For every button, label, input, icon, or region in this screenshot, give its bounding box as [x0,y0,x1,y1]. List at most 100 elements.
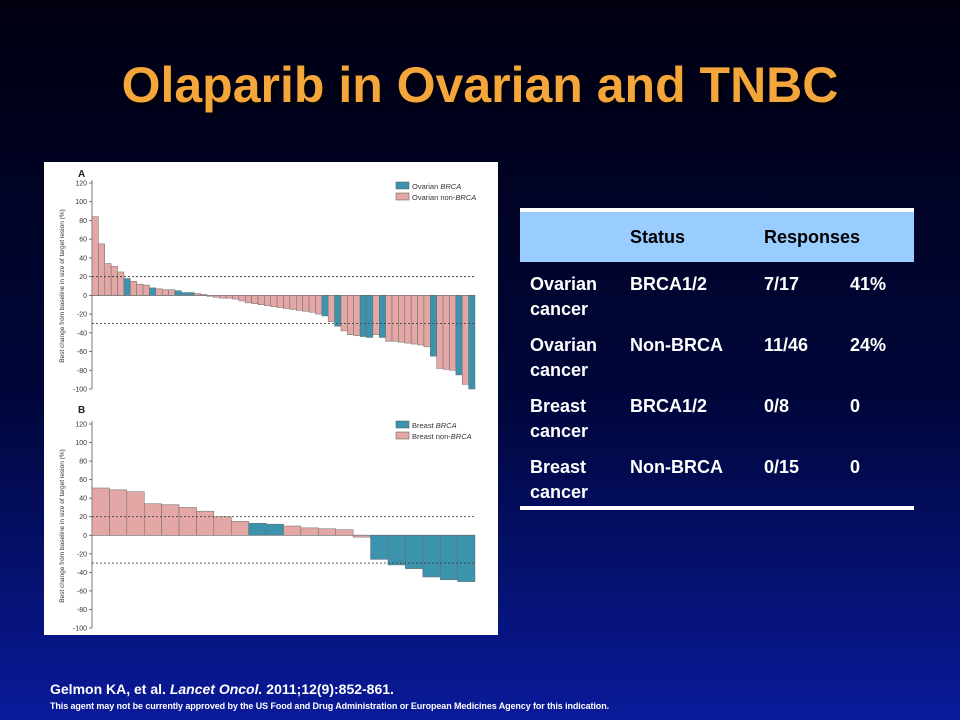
bar [327,295,335,322]
bar [117,271,125,296]
bar [161,504,180,536]
bar [455,295,463,376]
bar [251,295,259,305]
bar [126,491,145,536]
y-axis-label: Best change from baseline in size of tar… [59,449,66,603]
bar [225,295,233,299]
y-tick-label: 120 [75,181,87,188]
bar [423,295,431,348]
bar [149,287,157,296]
bar [244,295,252,304]
bar [391,295,399,342]
y-tick-label: 60 [79,237,87,244]
bar [334,295,342,327]
bar [366,295,374,338]
bar [410,295,418,345]
bar [461,295,469,385]
slide-title: Olaparib in Ovarian and TNBC [121,57,839,113]
response-table-header: Status Responses [520,212,914,262]
y-tick-label: 100 [75,440,87,447]
bar [231,521,249,536]
row-percent: 0 [850,457,861,477]
header-status: Status [630,226,686,247]
table-row: Breast cancer Non-BRCA 0/15 0 [520,445,914,506]
bar [417,295,425,346]
waterfall-figure: A B 120 100 80 60 40 20 0 -20 -40 -60 -80 -100 Best … [44,162,498,635]
row-ratio: 7/17 [764,274,800,294]
bar [468,295,476,390]
bar [181,292,189,296]
bar [302,295,310,312]
header-responses: Responses [764,226,861,247]
bar [264,295,271,306]
bar [289,295,297,310]
bar [196,510,215,536]
row-percent: 0 [850,396,861,416]
row-status: BRCA1/2 [630,396,708,416]
table-row: Breast cancer BRCA1/2 0/8 0 [520,384,914,445]
bar [422,535,441,578]
bar [370,535,389,560]
y-tick-label: 0 [83,293,87,300]
row-group: Breast cancer [530,396,589,441]
bar [436,295,444,369]
panel-a-label: A [78,169,85,180]
panel-a-chart: 120 100 80 60 40 20 0 -20 -40 -60 -80 -100 Best chan… [59,180,476,394]
bar [404,295,412,344]
table-row: Ovarian cancer BRCA1/2 7/17 41% [520,262,914,323]
y-tick-label: -80 [77,607,87,614]
bar [352,535,371,538]
y-tick-label: -100 [73,626,87,633]
y-tick-label: 40 [79,496,87,503]
bar [449,295,457,371]
bar [193,293,201,296]
bar [340,295,348,332]
table-row: Ovarian cancer Non-BRCA 11/46 24% [520,323,914,384]
legend-a-brca-label: Ovarian BRCA [412,182,461,191]
bar [315,295,323,315]
y-tick-label: 0 [83,533,87,540]
row-ratio: 0/8 [764,396,790,416]
bar [265,523,284,536]
reference-citation: Gelmon KA, et al. Lancet Oncol. 2011;12(… [50,681,394,697]
response-table: Status Responses Ovarian cancer BRCA1/2 7… [520,208,914,510]
disclaimer-text: This agent may not be currently approved… [50,701,610,711]
y-axis-label: Best change from baseline in size of tar… [59,209,66,363]
row-status: BRCA1/2 [630,274,708,294]
row-percent: 41% [850,274,887,294]
bar [283,295,291,309]
bar [200,294,208,296]
legend-b: Breast BRCA Breast non-BRCA [395,420,472,441]
legend-a-brca-swatch [395,181,410,190]
bar [318,528,336,536]
bar [110,266,118,296]
bar [248,522,267,536]
bar [439,535,458,581]
bar [398,295,406,343]
bar [91,487,110,536]
bar [161,289,169,296]
bar [142,284,150,296]
bar [98,243,106,296]
y-tick-label: 60 [79,477,87,484]
bar [213,516,232,536]
bar [385,295,393,342]
y-tick-label: -40 [77,570,87,577]
bar [178,507,197,536]
bar [300,527,319,536]
bar [130,281,137,296]
row-percent: 24% [850,335,887,355]
panel-b-chart: 120 100 80 60 40 20 0 -20 -40 -60 -80 -100 Best chan… [59,421,476,633]
row-status: Non-BRCA [630,457,723,477]
bar [372,295,380,335]
bar [321,295,329,317]
bar [430,295,437,357]
legend-a-non-label: Ovarian non-BRCA [412,193,476,202]
row-group: Ovarian cancer [530,274,598,319]
bar [136,283,144,296]
legend-a-non-swatch [395,192,410,201]
row-group: Ovarian cancer [530,335,598,380]
bar [91,216,99,296]
y-tick-label: -100 [73,387,87,394]
bar [308,295,316,313]
